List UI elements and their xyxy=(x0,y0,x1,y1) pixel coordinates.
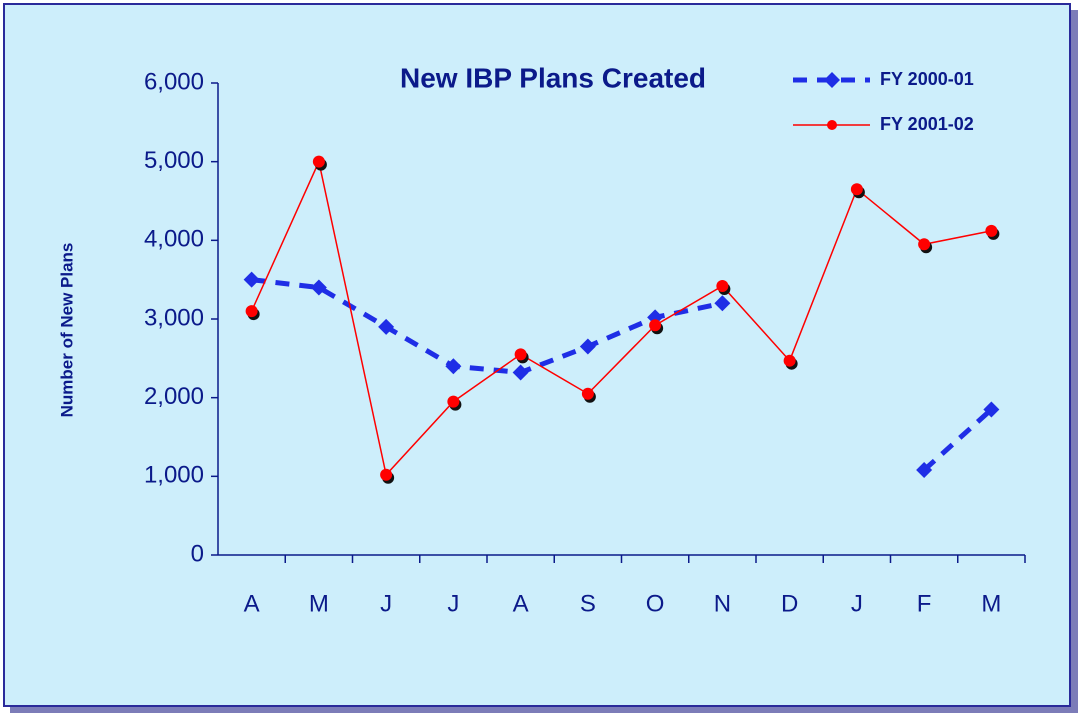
x-tick-label: S xyxy=(580,590,596,617)
point xyxy=(850,183,863,196)
x-tick-label: O xyxy=(646,590,665,617)
y-tick-label: 2,000 xyxy=(144,383,204,410)
point xyxy=(579,338,596,355)
y-tick-label: 3,000 xyxy=(144,304,204,331)
legend-label: FY 2001-02 xyxy=(880,114,974,134)
point xyxy=(983,401,1000,418)
point xyxy=(245,305,258,318)
point xyxy=(918,238,931,251)
point xyxy=(581,387,594,400)
point xyxy=(916,462,933,479)
y-tick-label: 4,000 xyxy=(144,226,204,253)
point xyxy=(512,364,529,381)
series-line xyxy=(250,159,992,477)
point xyxy=(985,224,998,237)
point xyxy=(380,468,393,481)
y-tick-label: 6,000 xyxy=(144,68,204,95)
y-tick-label: 5,000 xyxy=(144,147,204,174)
y-tick-label: 1,000 xyxy=(144,462,204,489)
x-tick-label: D xyxy=(781,590,798,617)
point xyxy=(310,279,327,296)
legend-marker xyxy=(824,72,840,88)
x-tick-label: F xyxy=(917,590,932,617)
point xyxy=(714,295,731,312)
legend-marker xyxy=(827,120,837,130)
point xyxy=(243,271,260,288)
point xyxy=(445,358,462,375)
x-tick-label: A xyxy=(513,590,529,617)
point xyxy=(378,318,395,335)
x-tick-label: M xyxy=(981,590,1001,617)
x-tick-label: J xyxy=(447,590,459,617)
x-tick-label: M xyxy=(309,590,329,617)
y-axis-label: Number of New Plans xyxy=(57,243,76,418)
x-tick-label: A xyxy=(244,590,260,617)
chart-title: New IBP Plans Created xyxy=(400,62,706,93)
x-tick-label: N xyxy=(714,590,731,617)
y-tick-label: 0 xyxy=(191,540,204,567)
frame xyxy=(3,3,1071,707)
point xyxy=(447,395,460,408)
point xyxy=(716,279,729,292)
point xyxy=(312,155,325,168)
legend-label: FY 2000-01 xyxy=(880,69,974,89)
x-tick-label: J xyxy=(851,590,863,617)
point xyxy=(514,348,527,361)
point xyxy=(783,354,796,367)
x-tick-label: J xyxy=(380,590,392,617)
series-line xyxy=(251,277,994,472)
point xyxy=(649,319,662,332)
